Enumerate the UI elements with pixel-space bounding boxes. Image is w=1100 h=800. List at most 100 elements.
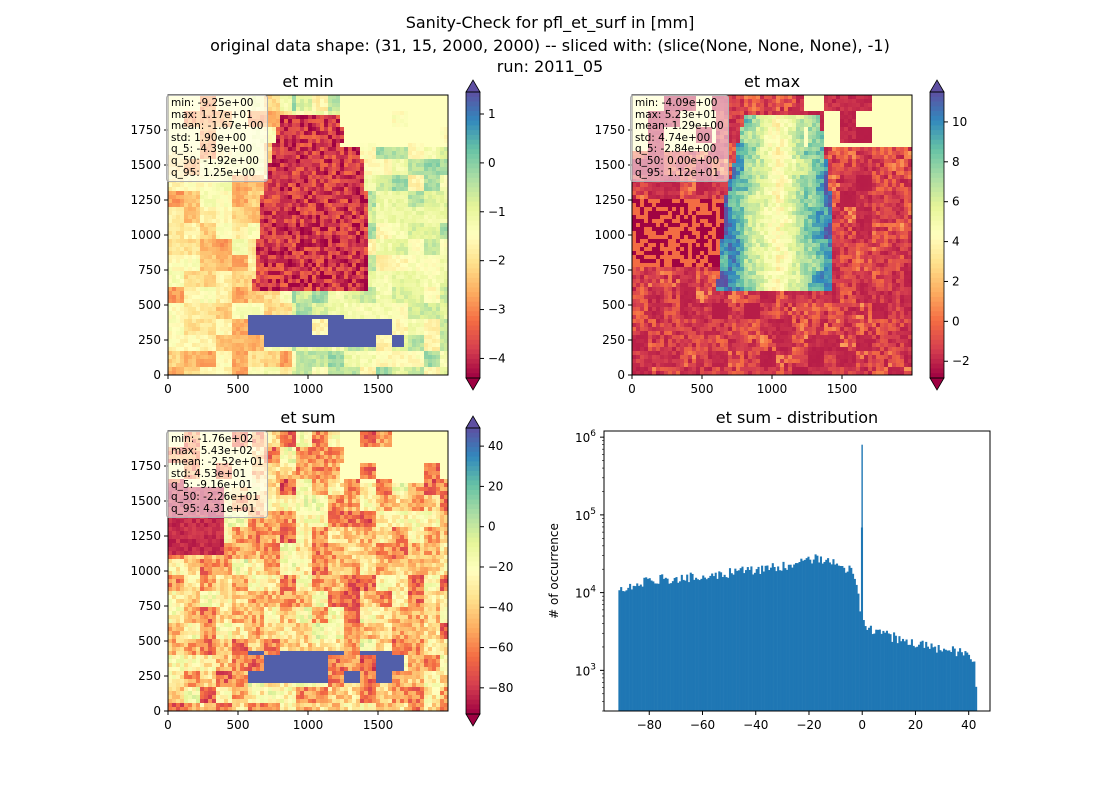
heatmap-cell <box>268 367 273 372</box>
heatmap-cell <box>240 251 245 256</box>
heatmap-cell <box>436 243 441 248</box>
heatmap-cell <box>348 231 353 236</box>
colorbar-segment <box>466 206 480 212</box>
heatmap-cell <box>380 99 385 104</box>
heatmap-cell <box>240 331 245 336</box>
heatmap-cell <box>184 371 189 376</box>
heatmap-cell <box>276 247 281 252</box>
heatmap-cell <box>408 111 413 116</box>
heatmap-cell <box>388 247 393 252</box>
heatmap-cell <box>408 187 413 192</box>
heatmap-cell <box>196 255 201 260</box>
heatmap-cell <box>404 127 409 132</box>
heatmap-cell <box>312 279 317 284</box>
heatmap-cell <box>312 187 317 192</box>
heatmap-cell <box>216 303 221 308</box>
heatmap-cell <box>312 175 317 180</box>
heatmap-cell <box>392 239 397 244</box>
heatmap-cell <box>304 251 309 256</box>
heatmap-cell <box>316 271 321 276</box>
heatmap-cell <box>300 115 305 120</box>
heatmap-cell <box>344 151 349 156</box>
heatmap-cell <box>368 367 373 372</box>
heatmap-cell <box>332 227 337 232</box>
heatmap-cell <box>324 239 329 244</box>
heatmap-cell <box>204 215 209 220</box>
heatmap-cell <box>272 171 277 176</box>
heatmap-cell <box>340 259 345 264</box>
heatmap-cell <box>184 183 189 188</box>
heatmap-cell <box>432 207 437 212</box>
heatmap-cell <box>388 95 393 100</box>
heatmap-cell <box>292 251 297 256</box>
heatmap-cell <box>248 283 253 288</box>
heatmap-cell <box>408 123 413 128</box>
heatmap-cell <box>368 243 373 248</box>
heatmap-cell <box>440 131 445 136</box>
heatmap-cell <box>364 303 369 308</box>
heatmap-cell <box>296 223 301 228</box>
heatmap-cell <box>168 371 173 376</box>
heatmap-cell <box>368 343 373 348</box>
heatmap-cell <box>212 187 217 192</box>
heatmap-cell <box>332 271 337 276</box>
heatmap-cell <box>340 303 345 308</box>
heatmap-cell <box>380 299 385 304</box>
heatmap-cell <box>184 315 189 320</box>
heatmap-cell <box>316 315 321 320</box>
heatmap-cell <box>224 211 229 216</box>
heatmap-cell <box>368 283 373 288</box>
heatmap-cell <box>348 275 353 280</box>
heatmap-cell <box>208 319 213 324</box>
heatmap-cell <box>304 139 309 144</box>
heatmap-cell <box>376 303 381 308</box>
heatmap-cell <box>360 135 365 140</box>
heatmap-cell <box>360 155 365 160</box>
heatmap-cell <box>344 107 349 112</box>
heatmap-cell <box>204 343 209 348</box>
heatmap-cell <box>348 107 353 112</box>
heatmap-cell <box>268 339 273 344</box>
heatmap-cell <box>348 291 353 296</box>
heatmap-cell <box>424 131 429 136</box>
heatmap-cell <box>184 271 189 276</box>
heatmap-cell <box>392 367 397 372</box>
heatmap-cell <box>436 147 441 152</box>
heatmap-cell <box>312 291 317 296</box>
heatmap-cell <box>432 279 437 284</box>
heatmap-cell <box>408 159 413 164</box>
heatmap-cell <box>332 127 337 132</box>
heatmap-cell <box>396 163 401 168</box>
heatmap-cell <box>276 163 281 168</box>
heatmap-cell <box>276 183 281 188</box>
heatmap-cell <box>344 355 349 360</box>
heatmap-cell <box>172 303 177 308</box>
heatmap-cell <box>312 311 317 316</box>
heatmap-cell <box>340 295 345 300</box>
heatmap-cell <box>408 307 413 312</box>
heatmap-cell <box>424 95 429 100</box>
heatmap-cell <box>356 359 361 364</box>
heatmap-cell <box>332 163 337 168</box>
heatmap-cell <box>424 171 429 176</box>
heatmap-cell <box>216 215 221 220</box>
heatmap-cell <box>440 371 445 376</box>
heatmap-cell <box>424 191 429 196</box>
heatmap-cell <box>280 131 285 136</box>
heatmap-cell <box>392 179 397 184</box>
heatmap-cell <box>436 131 441 136</box>
heatmap-cell <box>392 295 397 300</box>
heatmap-cell <box>416 211 421 216</box>
heatmap-cell <box>404 267 409 272</box>
heatmap-cell <box>356 215 361 220</box>
heatmap-cell <box>332 107 337 112</box>
heatmap-cell <box>408 247 413 252</box>
heatmap-cell <box>392 315 397 320</box>
heatmap-cell <box>320 175 325 180</box>
heatmap-cell <box>300 283 305 288</box>
heatmap-cell <box>304 255 309 260</box>
heatmap-cell <box>272 123 277 128</box>
heatmap-cell <box>436 299 441 304</box>
heatmap-cell <box>244 215 249 220</box>
heatmap-cell <box>176 355 181 360</box>
